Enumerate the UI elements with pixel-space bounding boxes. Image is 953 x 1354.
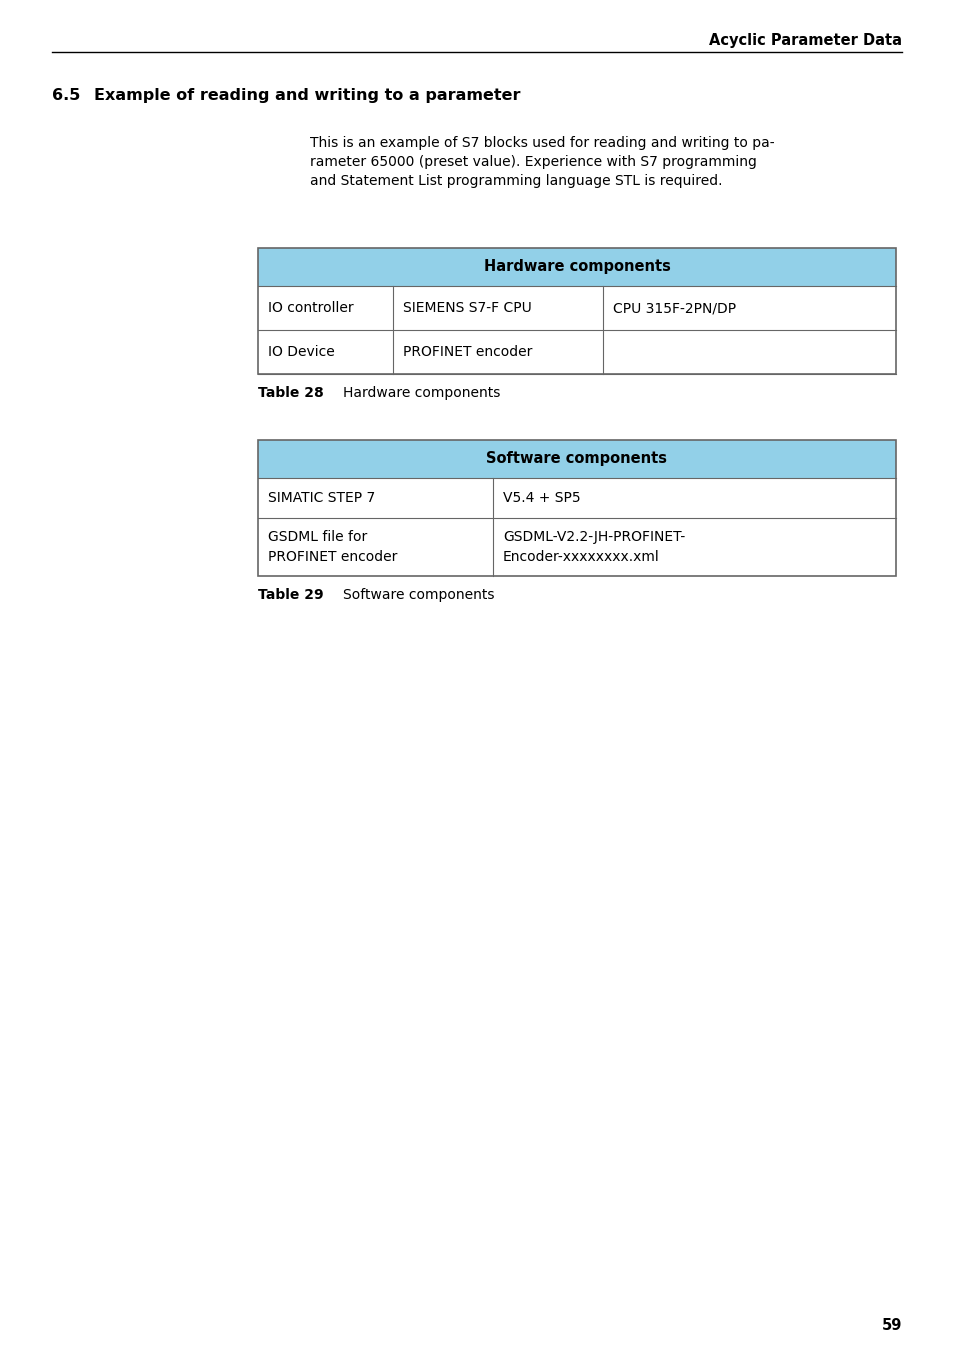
Bar [257, 519, 895, 575]
Text: and Statement List programming language STL is required.: and Statement List programming language … [310, 175, 721, 188]
Text: 59: 59 [881, 1317, 901, 1332]
Bar [257, 330, 895, 374]
Text: V5.4 + SP5: V5.4 + SP5 [502, 492, 580, 505]
Text: GSDML-V2.2-JH-PROFINET-
Encoder-xxxxxxxx.xml: GSDML-V2.2-JH-PROFINET- Encoder-xxxxxxxx… [502, 531, 684, 563]
Text: rameter 65000 (preset value). Experience with S7 programming: rameter 65000 (preset value). Experience… [310, 154, 756, 169]
Text: Hardware components: Hardware components [343, 386, 500, 399]
Text: GSDML file for
PROFINET encoder: GSDML file for PROFINET encoder [268, 531, 397, 563]
Text: Table 28: Table 28 [257, 386, 323, 399]
Bar [257, 248, 895, 374]
Text: Table 29: Table 29 [257, 588, 323, 603]
Text: Example of reading and writing to a parameter: Example of reading and writing to a para… [94, 88, 520, 103]
Bar [257, 286, 895, 330]
Text: PROFINET encoder: PROFINET encoder [402, 345, 532, 359]
Text: Software components: Software components [343, 588, 494, 603]
Text: IO controller: IO controller [268, 301, 354, 315]
Text: Software components: Software components [486, 451, 667, 467]
Bar [257, 440, 895, 575]
Text: Hardware components: Hardware components [483, 260, 670, 275]
Bar [257, 248, 895, 286]
Bar [257, 478, 895, 519]
Text: SIEMENS S7-F CPU: SIEMENS S7-F CPU [402, 301, 531, 315]
Text: CPU 315F-2PN/DP: CPU 315F-2PN/DP [613, 301, 736, 315]
Text: Acyclic Parameter Data: Acyclic Parameter Data [708, 32, 901, 47]
Bar [257, 440, 895, 478]
Text: SIMATIC STEP 7: SIMATIC STEP 7 [268, 492, 375, 505]
Text: This is an example of S7 blocks used for reading and writing to pa-: This is an example of S7 blocks used for… [310, 135, 774, 150]
Text: IO Device: IO Device [268, 345, 335, 359]
Text: 6.5: 6.5 [52, 88, 80, 103]
